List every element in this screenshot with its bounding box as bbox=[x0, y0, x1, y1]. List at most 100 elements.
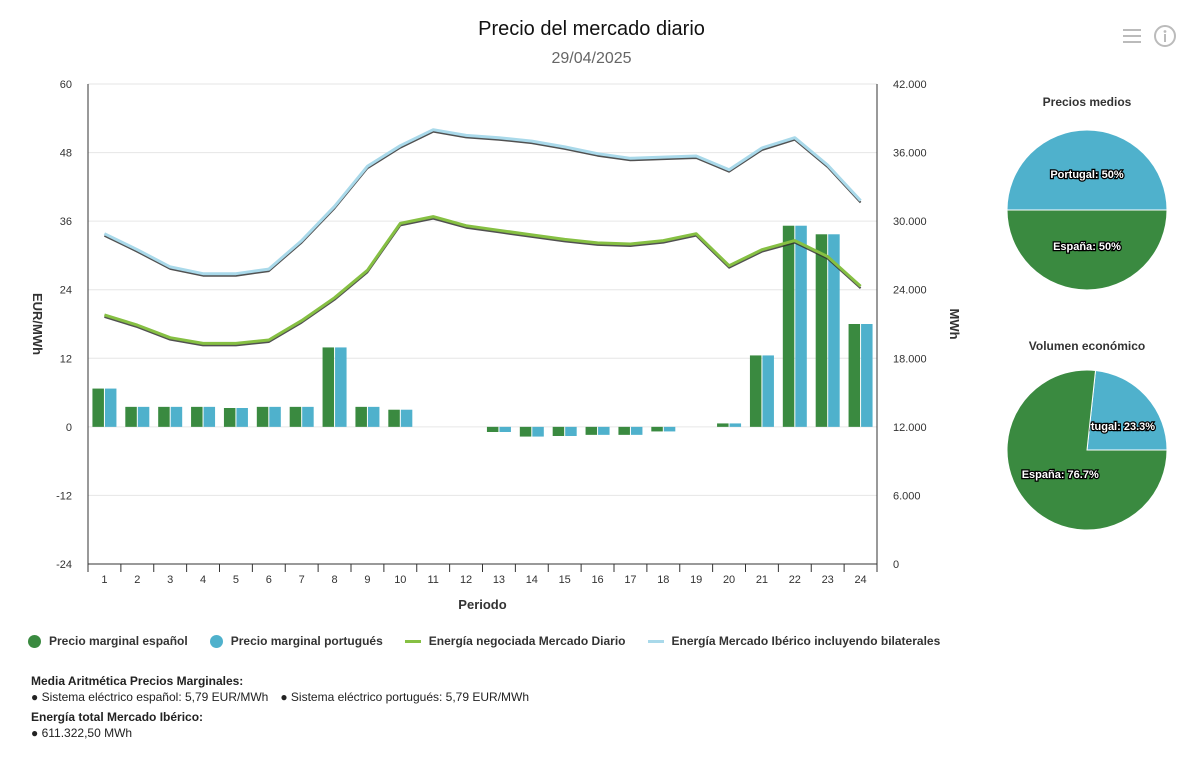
y2-tick-label: 30.000 bbox=[893, 216, 927, 228]
bar-portugal bbox=[630, 426, 643, 435]
x-tick-label: 13 bbox=[493, 574, 505, 586]
legend-item[interactable]: Precio marginal español bbox=[28, 634, 188, 648]
x-tick-label: 17 bbox=[624, 574, 636, 586]
bar-spain bbox=[552, 426, 565, 436]
legend-line-icon bbox=[647, 639, 664, 643]
y-tick-label: -12 bbox=[56, 490, 72, 502]
y-tick-label: 48 bbox=[60, 148, 72, 160]
bar-portugal bbox=[236, 408, 248, 427]
x-tick-label: 8 bbox=[332, 574, 338, 586]
legend-dot-icon bbox=[209, 634, 223, 648]
x-tick-label: 24 bbox=[854, 574, 866, 586]
chart-subtitle: 29/04/2025 bbox=[551, 50, 632, 67]
bar-spain bbox=[388, 409, 400, 427]
avg-prices-line: ● Sistema eléctrico español: 5,79 EUR/MW… bbox=[31, 689, 529, 705]
bar-portugal bbox=[335, 347, 347, 427]
x-tick-label: 16 bbox=[591, 574, 603, 586]
total-energy-value: ● 611.322,50 MWh bbox=[31, 726, 133, 740]
x-axis-title: Periodo bbox=[458, 597, 506, 612]
bar-spain bbox=[125, 406, 137, 427]
y-tick-label: 24 bbox=[60, 285, 72, 297]
avg-price-portugal: ● Sistema eléctrico portugués: 5,79 EUR/… bbox=[280, 690, 530, 704]
x-tick-label: 12 bbox=[460, 574, 472, 586]
line-energy-iberian bbox=[103, 128, 862, 276]
y2-axis-title: MWh bbox=[947, 308, 962, 339]
bar-portugal bbox=[203, 406, 216, 427]
hamburger-menu-icon[interactable] bbox=[1120, 24, 1144, 48]
bar-spain bbox=[322, 347, 335, 427]
legend-item[interactable]: Energía Mercado Ibérico incluyendo bilat… bbox=[647, 634, 941, 648]
bar-spain bbox=[815, 234, 828, 427]
x-tick-label: 21 bbox=[756, 574, 768, 586]
x-tick-label: 5 bbox=[233, 574, 239, 586]
chart-title: Precio del mercado diario bbox=[478, 18, 705, 40]
y-tick-label: -24 bbox=[56, 559, 72, 571]
y-tick-label: 36 bbox=[60, 216, 72, 228]
y2-tick-label: 6.000 bbox=[893, 490, 921, 502]
y2-tick-label: 42.000 bbox=[893, 79, 927, 91]
legend-dot-icon bbox=[28, 634, 41, 648]
pie-label: España: 50% bbox=[1053, 241, 1121, 253]
bar-spain bbox=[651, 426, 663, 432]
bar-portugal bbox=[104, 388, 117, 427]
y2-tick-label: 18.000 bbox=[893, 353, 927, 365]
x-tick-label: 3 bbox=[167, 574, 173, 586]
info-circle-icon[interactable] bbox=[1152, 23, 1178, 49]
line-iberian-shadow bbox=[103, 130, 862, 277]
y-tick-label: 60 bbox=[60, 79, 72, 91]
bar-spain bbox=[782, 225, 795, 427]
avg-price-spain: ● Sistema eléctrico español: 5,79 EUR/MW… bbox=[31, 690, 269, 704]
pie-title-2: Volumen económico bbox=[1029, 339, 1145, 353]
bar-spain bbox=[92, 388, 104, 427]
chart-legend: Precio marginal español Precio marginal p… bbox=[28, 634, 962, 648]
pie-slice-portugal bbox=[1006, 129, 1168, 211]
bar-portugal bbox=[269, 406, 281, 427]
bar-portugal bbox=[302, 406, 314, 427]
bar-spain bbox=[223, 408, 236, 427]
bar-portugal bbox=[598, 426, 610, 435]
chart-canvas: -24-120122436486006.00012.00018.00024.00… bbox=[30, 79, 1168, 612]
x-tick-label: 2 bbox=[134, 574, 140, 586]
x-tick-label: 22 bbox=[789, 574, 801, 586]
bar-portugal bbox=[861, 324, 873, 427]
x-tick-label: 15 bbox=[559, 574, 571, 586]
bar-portugal bbox=[565, 426, 577, 436]
pie-title-1: Precios medios bbox=[1043, 95, 1132, 109]
x-tick-label: 10 bbox=[394, 574, 406, 586]
y-tick-label: 12 bbox=[60, 353, 72, 365]
bar-portugal bbox=[532, 426, 544, 437]
bar-spain bbox=[848, 324, 861, 427]
x-tick-label: 7 bbox=[299, 574, 305, 586]
legend-label: Precio marginal portugués bbox=[230, 634, 383, 648]
bar-spain bbox=[585, 426, 598, 435]
pie-label: Portugal: 50% bbox=[1050, 169, 1124, 181]
legend-label: Energía negociada Mercado Diario bbox=[428, 634, 626, 648]
pie-slice-espana bbox=[1006, 369, 1168, 531]
x-tick-label: 19 bbox=[690, 574, 702, 586]
x-tick-label: 18 bbox=[657, 574, 669, 586]
bar-spain bbox=[256, 406, 269, 427]
bar-portugal bbox=[795, 225, 807, 427]
bar-spain bbox=[355, 406, 367, 427]
y-tick-label: 0 bbox=[66, 422, 72, 434]
y2-tick-label: 12.000 bbox=[893, 422, 927, 434]
bar-portugal bbox=[400, 409, 413, 427]
x-tick-label: 23 bbox=[822, 574, 834, 586]
legend-label: Precio marginal español bbox=[49, 634, 188, 648]
x-tick-label: 4 bbox=[200, 574, 206, 586]
y2-tick-label: 24.000 bbox=[893, 285, 927, 297]
legend-item[interactable]: Energía negociada Mercado Diario bbox=[404, 634, 626, 648]
pie-label: España: 76.7% bbox=[1022, 469, 1099, 481]
legend-item[interactable]: Precio marginal portugués bbox=[209, 634, 383, 648]
legend-label: Energía Mercado Ibérico incluyendo bilat… bbox=[671, 634, 941, 648]
bar-portugal bbox=[137, 406, 150, 427]
bar-spain bbox=[158, 406, 170, 427]
x-tick-label: 9 bbox=[364, 574, 370, 586]
x-tick-label: 20 bbox=[723, 574, 735, 586]
summary-block: Media Aritmética Precios Marginales: ● S… bbox=[31, 673, 529, 741]
pie-slice-espana bbox=[1006, 209, 1168, 291]
x-tick-label: 11 bbox=[427, 574, 438, 586]
bar-spain bbox=[486, 426, 499, 432]
total-energy-title: Energía total Mercado Ibérico: bbox=[31, 710, 204, 724]
line-daily-shadow bbox=[104, 217, 862, 347]
